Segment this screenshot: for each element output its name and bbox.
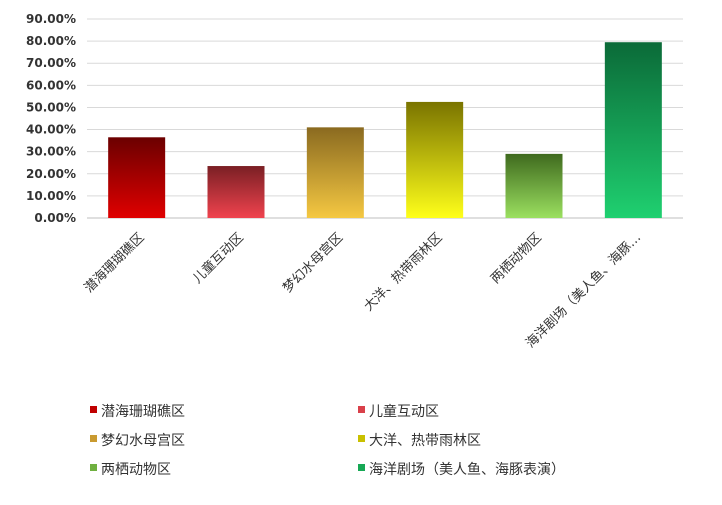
legend-swatch (90, 435, 97, 442)
legend-label: 梦幻水母宫区 (101, 433, 185, 449)
y-tick-label: 80.00% (26, 34, 76, 48)
x-category-label: 儿童互动区 (190, 230, 247, 287)
y-tick-label: 20.00% (26, 167, 76, 181)
bar (505, 153, 563, 218)
y-tick-label: 60.00% (26, 78, 76, 92)
legend-label: 两栖动物区 (101, 462, 171, 478)
bars (108, 42, 662, 218)
legend-swatch (358, 435, 365, 442)
y-axis-tick-labels: 0.00% 10.00% 20.00% 30.00% 40.00% 50.00% 60.00… (26, 12, 76, 225)
bar (108, 137, 166, 218)
bar (406, 101, 464, 218)
y-tick-label: 30.00% (26, 145, 76, 159)
legend-swatch (90, 406, 97, 413)
y-tick-label: 90.00% (26, 12, 76, 26)
y-tick-label: 0.00% (34, 211, 76, 225)
y-tick-label: 50.00% (26, 100, 76, 114)
bar (207, 166, 265, 218)
x-axis-category-labels: 潜海珊瑚礁区 儿童互动区 梦幻水母宫区 大洋、热带雨林区 两栖动物区海洋剧场（美人鱼、海… (81, 230, 644, 352)
x-category-label: 大洋、热带雨林区 (361, 230, 445, 314)
y-tick-label: 40.00% (26, 123, 76, 137)
x-category-label: 海洋剧场（美人鱼、海豚… (523, 230, 645, 352)
x-category-label: 潜海珊瑚礁区 (81, 230, 147, 296)
bar (604, 42, 662, 218)
legend-swatch (358, 406, 365, 413)
legend-label: 大洋、热带雨林区 (369, 433, 481, 449)
legend-label: 儿童互动区 (369, 403, 439, 420)
y-tick-label: 70.00% (26, 56, 76, 70)
legend-swatch (358, 464, 365, 471)
legend-label: 潜海珊瑚礁区 (101, 404, 185, 420)
gridlines (87, 18, 683, 219)
bar (306, 127, 364, 218)
y-tick-label: 10.00% (26, 189, 76, 203)
legend-label: 海洋剧场（美人鱼、海豚表演） (369, 461, 565, 478)
x-category-label: 两栖动物区 (488, 230, 545, 287)
legend-swatch (90, 464, 97, 471)
x-category-label: 梦幻水母宫区 (280, 230, 346, 296)
